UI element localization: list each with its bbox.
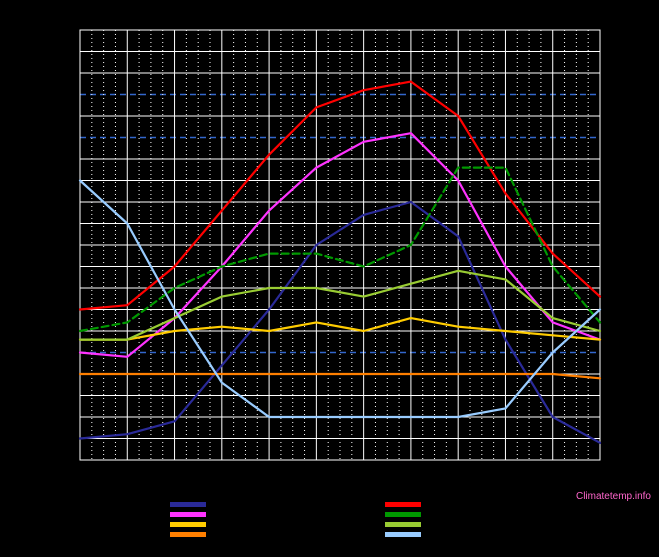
legend-swatch-navy: [170, 502, 206, 507]
legend-column: [170, 502, 206, 537]
legend-swatch-greendark: [385, 512, 421, 517]
chart-svg: [0, 0, 659, 557]
legend-column: [385, 502, 421, 537]
climate-chart: Climatetemp.info: [0, 0, 659, 557]
legend-swatch-olive: [385, 522, 421, 527]
legend-swatch-skyblue: [385, 532, 421, 537]
series-yellow: [80, 318, 600, 340]
legend-swatch-orange: [170, 532, 206, 537]
legend-swatch-red: [385, 502, 421, 507]
legend-swatch-magenta: [170, 512, 206, 517]
series-orange: [80, 374, 600, 378]
legend-swatch-yellow: [170, 522, 206, 527]
attribution-text: Climatetemp.info: [576, 491, 651, 502]
legend: [170, 502, 421, 537]
